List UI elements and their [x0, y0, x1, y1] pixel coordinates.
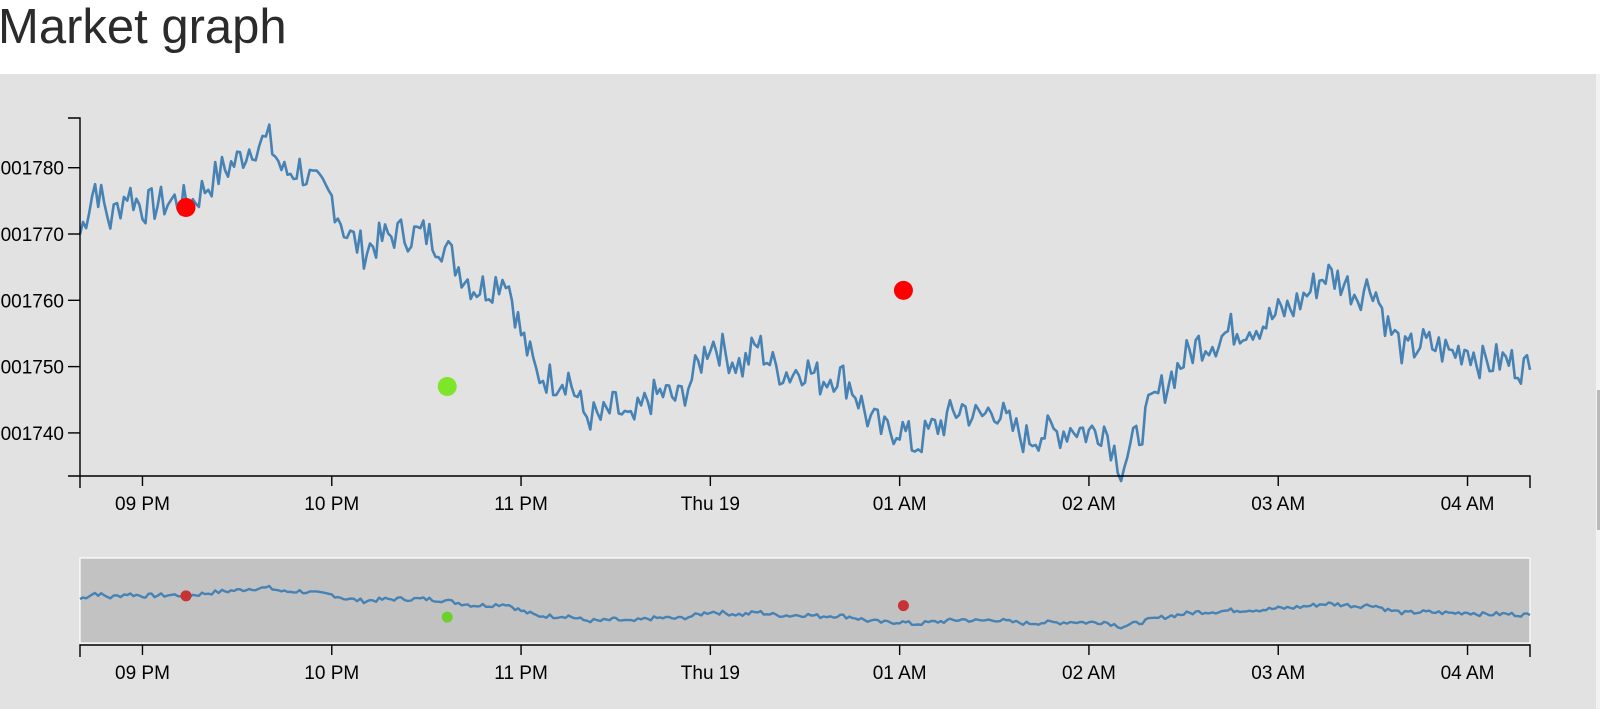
x-tick-label: 10 PM — [304, 494, 359, 515]
overview-x-tick-label: 03 AM — [1251, 663, 1305, 684]
x-tick-label: 03 AM — [1251, 494, 1305, 515]
y-tick-label: 001760 — [1, 291, 64, 312]
x-axis-domain — [79, 475, 1531, 488]
y-axis: 001780 001770 001760 001750 001740 — [1, 117, 81, 477]
main-chart: 001780 001770 001760 001750 001740 09 PM 10 P… — [1, 117, 1532, 515]
x-tick-label: 02 AM — [1062, 494, 1116, 515]
x-tick-label: 11 PM — [494, 494, 548, 515]
overview-x-axis: 09 PM 10 PM 11 PM Thu 19 01 AM 02 AM 03 AM 04 A… — [79, 644, 1531, 684]
x-tick-label: 04 AM — [1441, 494, 1495, 515]
x-tick-label: Thu 19 — [681, 494, 740, 515]
overview-x-tick-label: Thu 19 — [681, 663, 740, 684]
y-tick-label: 001740 — [1, 424, 64, 445]
overview-buy-marker-1 — [441, 611, 453, 623]
overview-x-tick-label: 01 AM — [873, 663, 927, 684]
x-tick-label: 01 AM — [873, 494, 927, 515]
overview-x-tick-label: 02 AM — [1062, 663, 1116, 684]
overview-sell-marker-2 — [897, 600, 909, 612]
overview-sell-marker-0 — [180, 590, 192, 602]
overview-x-tick-label: 09 PM — [115, 663, 170, 684]
buy-marker-1 — [437, 377, 457, 396]
overview-x-axis-domain — [79, 644, 1531, 657]
brush-selection[interactable] — [79, 557, 1531, 644]
price-line — [78, 123, 1532, 483]
overview-x-tick-label: 04 AM — [1441, 663, 1495, 684]
y-tick-label: 001750 — [1, 358, 64, 379]
y-axis-domain — [68, 117, 81, 477]
sell-marker-2 — [893, 280, 913, 300]
y-tick-label: 001780 — [1, 159, 64, 180]
overview-chart: 09 PM 10 PM 11 PM Thu 19 01 AM 02 AM 03 AM 04 A… — [79, 557, 1531, 684]
page-scrollbar-thumb[interactable] — [1597, 390, 1600, 530]
sell-marker-0 — [176, 198, 196, 217]
overview-trade-markers — [180, 590, 909, 623]
overview-price-line — [79, 584, 1531, 630]
page-title: Market graph — [0, 0, 287, 54]
overview-x-tick-label: 11 PM — [494, 663, 548, 684]
x-tick-label: 09 PM — [115, 494, 170, 515]
y-tick-label: 001770 — [1, 225, 64, 246]
x-axis: 09 PM 10 PM 11 PM Thu 19 01 AM 02 AM 03 AM 04 A… — [79, 475, 1531, 515]
trade-markers — [176, 198, 913, 396]
overview-x-tick-label: 10 PM — [304, 663, 359, 684]
